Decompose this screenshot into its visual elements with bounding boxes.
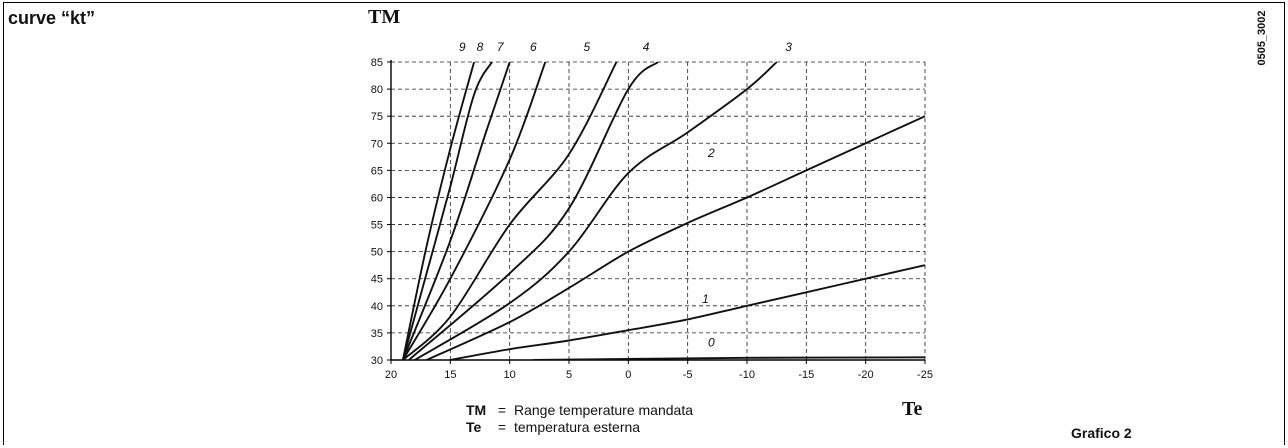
- x-tick-label: 5: [566, 369, 572, 381]
- figure-heading: curve “kt”: [8, 8, 96, 28]
- legend-row-te: Te = temperatura esterna: [466, 419, 693, 436]
- curve-label-2: 2: [707, 146, 715, 160]
- curve-7: [402, 62, 511, 360]
- curve-label-0: 0: [708, 335, 715, 349]
- curve-0: [533, 356, 925, 360]
- curve-label-5: 5: [583, 40, 590, 54]
- curve-5: [402, 62, 618, 360]
- curve-label-4: 4: [643, 40, 650, 54]
- y-tick-label: 55: [371, 220, 383, 232]
- legend: TM = Range temperature mandata Te = temp…: [466, 402, 693, 436]
- y-tick-label: 70: [371, 138, 383, 150]
- y-tick-label: 45: [371, 274, 383, 286]
- curve-6: [402, 62, 547, 360]
- curve-label-1: 1: [702, 292, 709, 306]
- curve-label-6: 6: [530, 40, 537, 54]
- y-tick-label: 30: [371, 355, 383, 367]
- figure-caption: Grafico 2: [1071, 425, 1132, 441]
- y-tick-label: 40: [371, 301, 383, 313]
- curve-label-7: 7: [497, 40, 505, 54]
- y-tick-label: 75: [371, 111, 383, 123]
- curve-label-9: 9: [459, 40, 466, 54]
- curve-9: [401, 62, 476, 360]
- curve-label-3: 3: [785, 40, 792, 54]
- y-tick-label: 60: [371, 192, 383, 204]
- curve-8: [401, 62, 493, 360]
- x-tick-label: 0: [625, 369, 631, 381]
- legend-equals: =: [497, 402, 507, 418]
- y-tick-label: 80: [371, 84, 383, 96]
- curve-label-8: 8: [477, 40, 484, 54]
- curve-3: [414, 62, 778, 360]
- x-tick-label: -5: [683, 369, 693, 381]
- y-tick-label: 35: [371, 328, 383, 340]
- legend-equals: =: [497, 419, 507, 435]
- legend-key: TM: [466, 402, 487, 418]
- y-tick-label: 65: [371, 165, 383, 177]
- y-axis-title: TM: [368, 6, 401, 28]
- legend-row-tm: TM = Range temperature mandata: [466, 402, 693, 419]
- x-tick-label: -10: [739, 369, 755, 381]
- y-tick-label: 50: [371, 247, 383, 259]
- legend-text: temperatura esterna: [514, 419, 641, 435]
- legend-text: Range temperature mandata: [514, 402, 693, 418]
- y-tick-label: 85: [371, 57, 383, 69]
- x-axis-title: Te: [902, 398, 923, 420]
- curve-1: [450, 264, 925, 360]
- figure-frame: [3, 3, 1285, 445]
- x-tick-label: -20: [858, 369, 874, 381]
- frame-top-rule: [3, 2, 1285, 3]
- x-tick-label: 10: [504, 369, 516, 381]
- curve-2: [426, 115, 925, 360]
- curve-4: [408, 62, 659, 360]
- legend-key: Te: [466, 419, 482, 435]
- x-tick-label: 20: [385, 369, 397, 381]
- x-tick-label: 15: [444, 369, 456, 381]
- x-tick-label: -15: [798, 369, 814, 381]
- x-tick-label: -25: [917, 369, 933, 381]
